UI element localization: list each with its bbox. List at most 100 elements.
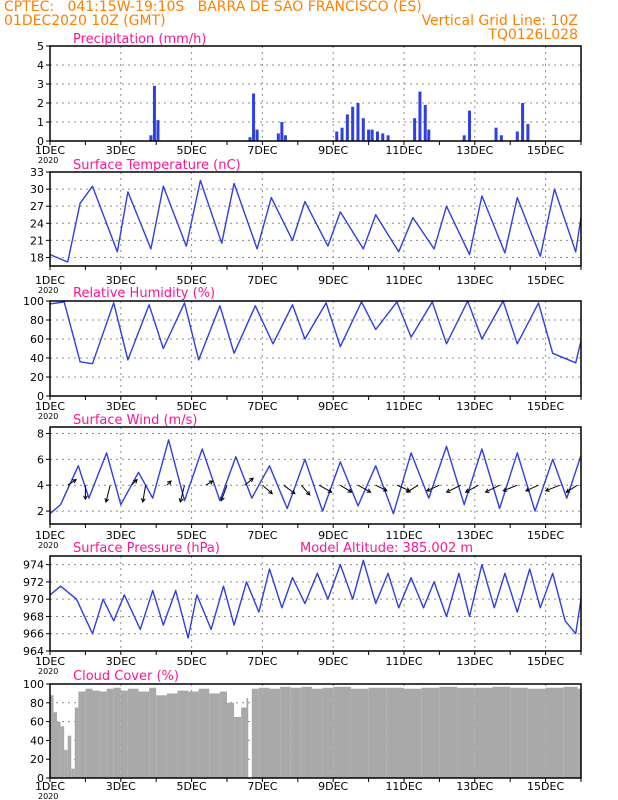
y-tick-label: 30 [30,183,44,196]
cloud-bar [113,687,121,778]
wind-vector-head [347,488,353,493]
cloud-bar [545,687,564,778]
cloud-bar [85,688,93,778]
wind-vector-head [502,487,508,492]
panel-frame [49,300,582,397]
x-tick-label: 5DEC [177,529,207,542]
precip-bar [156,120,160,141]
wind-vector-head [72,479,77,484]
y-tick-label: 0 [37,135,44,148]
cloud-bar [234,716,242,778]
x-tick-label: 3DEC [106,144,136,157]
y-tick-label: 974 [23,559,44,572]
x-tick-label: 13DEC [456,400,493,413]
cloud-bar [227,702,235,778]
wind-vector-head [140,498,146,504]
cloud-bar [78,691,86,778]
wind-vector-head [249,477,254,483]
cloud-bar [251,688,259,778]
precip-bar [252,93,256,141]
x-tick-label: 13DEC [456,529,493,542]
x-tick-label: 11DEC [385,400,422,413]
cloud-bar [99,691,107,778]
x-tick-label: 11DEC [385,655,422,668]
wind-vector-head [327,488,333,493]
y-tick-label: 2 [37,97,44,110]
y-tick-label: 40 [30,352,44,365]
cloud-bar [60,726,65,778]
x-tick-label: 7DEC [247,780,277,793]
cloud-bar [301,686,312,778]
temp-series-line [49,179,582,263]
y-tick-label: 4 [37,479,44,492]
x-tick-label: 3DEC [106,400,136,413]
cloud-bar [120,690,128,778]
precip-bar [345,114,349,141]
cloud-bar [474,687,493,778]
panel-frame [49,426,582,525]
precip-bar [386,135,390,141]
cloud-bar [209,693,220,778]
cloud-bar [71,768,75,778]
y-tick-label: 18 [30,251,44,264]
rh-series-line [49,300,582,365]
panel-title: Relative Humidity (%) [73,286,215,301]
y-tick-label: 5 [37,40,44,53]
panel-frame [49,171,582,267]
x-tick-label: 5DEC [177,780,207,793]
x-tick-label: 15DEC [527,529,564,542]
cloud-bar [64,749,68,778]
precip-bar [340,127,344,141]
x-year-label: 2020 [38,792,58,800]
x-tick-label: 1DEC [35,780,65,793]
precip-bar [370,129,374,141]
cloud-bar [127,688,139,778]
cloud-bar [188,691,199,778]
header-model-id: TQ0126L028 [488,27,578,43]
x-tick-label: 9DEC [318,274,348,287]
y-tick-label: 964 [23,645,44,658]
cloud-bar [219,691,227,778]
x-tick-label: 11DEC [385,780,422,793]
y-tick-label: 3 [37,78,44,91]
x-tick-label: 1DEC [35,655,65,668]
wind-vector-head [167,480,172,485]
wind-vector [318,484,332,493]
x-tick-label: 3DEC [106,780,136,793]
cloud-bar [322,687,334,778]
cloud-bar [311,688,323,778]
cloud-bar [280,686,291,778]
cloud-bar [421,687,440,778]
panel-wind: 2 4 6 8 1DEC 3DEC 5DEC 7DEC 9DEC 11DEC 13DEC 15DEC 2… [35,413,582,550]
x-tick-label: 5DEC [177,144,207,157]
x-tick-label: 15DEC [527,274,564,287]
wind-vector [426,484,440,492]
wind-vector [485,484,500,493]
x-tick-label: 11DEC [385,529,422,542]
x-tick-label: 9DEC [318,400,348,413]
wind-vector-head [406,488,411,493]
cloud-bar [67,735,72,778]
wind-vector-head [425,487,431,492]
precip-bar [515,131,519,141]
x-tick-label: 9DEC [318,529,348,542]
x-tick-label: 3DEC [106,529,136,542]
wind-vector [565,484,578,493]
y-tick-label: 972 [23,576,44,589]
cloud-bar [198,688,210,778]
x-tick-label: 3DEC [106,274,136,287]
x-tick-label: 5DEC [177,655,207,668]
precip-bar [280,122,284,141]
x-tick-label: 9DEC [318,144,348,157]
x-tick-label: 1DEC [35,400,65,413]
x-tick-label: 3DEC [106,655,136,668]
y-tick-label: 968 [23,610,44,623]
precip-bar [248,137,252,141]
cloud-bar [492,686,511,778]
wind-vector-head [83,495,88,501]
model-altitude: Model Altitude: 385.002 m [300,541,473,556]
panel-frame [49,45,582,142]
x-tick-label: 15DEC [527,400,564,413]
